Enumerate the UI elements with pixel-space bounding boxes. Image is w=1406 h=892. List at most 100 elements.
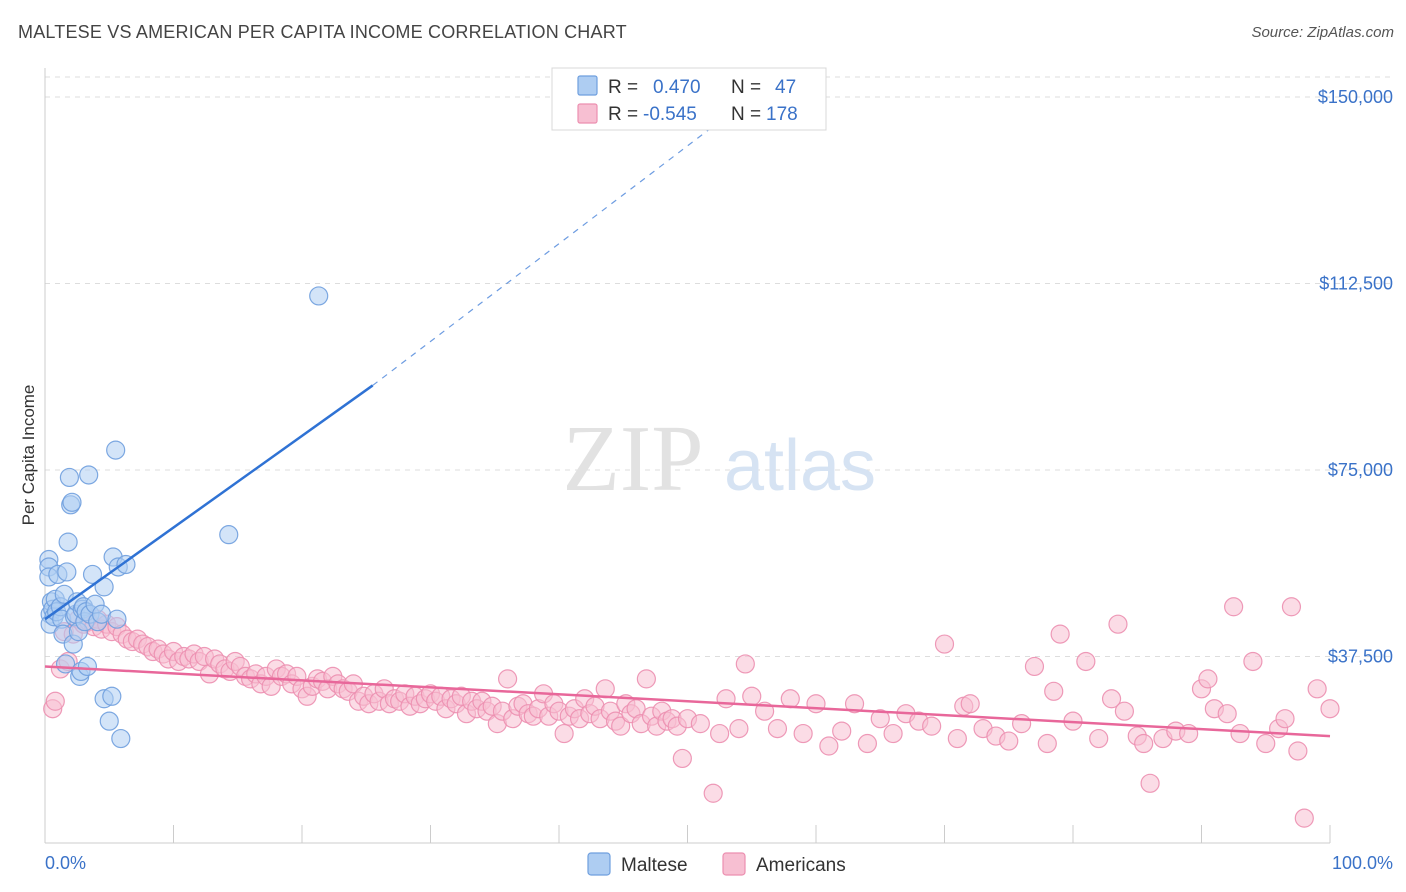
americans-point — [1037, 733, 1057, 754]
americans-point — [1044, 681, 1064, 701]
americans-point — [554, 723, 574, 744]
x-tick-label-end: 100.0% — [1332, 853, 1393, 873]
americans-point — [1134, 733, 1154, 754]
maltese-point — [57, 562, 77, 582]
americans-point — [636, 669, 656, 689]
americans-point — [1230, 723, 1250, 744]
series-legend-label-maltese: Maltese — [621, 855, 688, 876]
americans-point — [742, 686, 762, 706]
americans-point — [934, 634, 955, 654]
americans-point — [1217, 704, 1237, 724]
legend-r-label-americans: R = — [608, 104, 638, 125]
americans-point — [1140, 773, 1160, 793]
maltese-point — [107, 609, 127, 629]
americans-point — [498, 669, 518, 689]
americans-point — [999, 731, 1019, 751]
y-tick-label: $150,000 — [1318, 87, 1393, 107]
americans-point — [857, 733, 878, 754]
maltese-point — [58, 532, 78, 552]
trend-lines — [44, 96, 1331, 738]
americans-point — [1114, 701, 1135, 721]
source-credit: Source: ZipAtlas.com — [1251, 24, 1394, 41]
americans-point — [1024, 656, 1045, 677]
americans-point — [947, 728, 967, 749]
maltese-point — [102, 686, 122, 706]
americans-point — [1307, 679, 1327, 699]
americans-point — [1101, 689, 1122, 709]
maltese-points — [39, 286, 329, 749]
legend-r-value-americans: -0.545 — [643, 104, 697, 125]
americans-point — [1256, 733, 1276, 754]
americans-point — [716, 689, 736, 709]
maltese-point — [116, 554, 136, 575]
correlation-legend: R = 0.470 N = 47 R = -0.545 N = 178 — [551, 67, 827, 131]
americans-point — [1281, 597, 1302, 617]
series-legend-label-americans: Americans — [756, 855, 846, 876]
maltese-point — [77, 656, 98, 677]
americans-point — [844, 694, 865, 714]
americans-point — [690, 714, 710, 734]
americans-point — [806, 694, 826, 714]
americans-point — [1224, 597, 1244, 617]
series-legend: Maltese Americans — [587, 852, 846, 876]
americans-point — [819, 736, 839, 756]
legend-swatch-americans — [577, 103, 598, 124]
americans-point — [1275, 709, 1295, 729]
americans-points — [43, 597, 1340, 828]
americans-point — [735, 654, 755, 674]
legend-box — [551, 67, 827, 131]
maltese-point — [111, 728, 131, 749]
watermark-zip: ZIP — [563, 407, 704, 511]
y-tick-label: $75,000 — [1328, 460, 1393, 480]
americans-point — [611, 716, 631, 736]
legend-n-value-americans: 178 — [766, 104, 798, 125]
maltese-point — [309, 286, 329, 306]
x-tick-labels: 0.0% 100.0% — [45, 853, 1393, 873]
americans-point — [922, 716, 942, 736]
americans-point — [710, 723, 730, 744]
americans-point — [729, 719, 749, 739]
americans-point — [1288, 741, 1308, 761]
watermark: ZIP atlas — [563, 407, 877, 511]
americans-point — [1108, 614, 1128, 634]
legend-r-label-maltese: R = — [608, 77, 638, 98]
grid-lines — [45, 76, 1392, 657]
americans-point — [780, 689, 800, 709]
maltese-trend-extension — [372, 96, 753, 386]
americans-point — [1198, 669, 1218, 689]
maltese-point — [82, 564, 103, 585]
americans-point — [1076, 651, 1096, 672]
americans-trend-line — [44, 665, 1331, 738]
legend-n-label-maltese: N = — [731, 77, 761, 98]
americans-point — [1294, 808, 1314, 828]
americans-point — [45, 691, 65, 711]
series-legend-swatch-americans — [722, 852, 746, 876]
x-tick-label-start: 0.0% — [45, 853, 86, 873]
maltese-point — [62, 492, 82, 512]
watermark-atlas: atlas — [724, 426, 876, 506]
maltese-point — [59, 467, 80, 488]
maltese-point — [79, 465, 99, 485]
maltese-trend-line — [44, 384, 374, 621]
legend-n-value-maltese: 47 — [775, 77, 796, 98]
legend-n-label-americans: N = — [731, 104, 761, 125]
chart-title: MALTESE VS AMERICAN PER CAPITA INCOME CO… — [18, 22, 627, 42]
legend-swatch-maltese — [577, 75, 598, 96]
maltese-point — [219, 525, 239, 545]
americans-point — [883, 723, 903, 744]
americans-point — [1011, 714, 1032, 734]
y-tick-label: $37,500 — [1328, 647, 1393, 667]
americans-point — [703, 783, 723, 803]
maltese-point — [99, 711, 119, 731]
y-tick-label: $112,500 — [1319, 274, 1393, 294]
y-tick-labels: $37,500 $75,000 $112,500 $150,000 — [1318, 87, 1393, 667]
americans-point — [832, 721, 852, 741]
americans-point — [595, 679, 615, 699]
americans-point — [793, 723, 813, 744]
americans-point — [672, 748, 692, 769]
legend-r-value-maltese: 0.470 — [653, 77, 701, 98]
americans-point — [1320, 699, 1340, 719]
americans-point — [1050, 624, 1070, 644]
americans-point — [767, 719, 788, 739]
